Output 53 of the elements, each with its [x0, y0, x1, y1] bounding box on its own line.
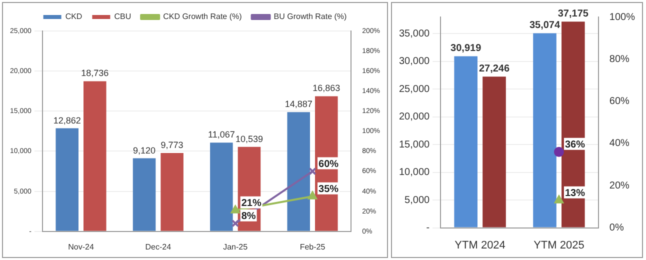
- bar: [132, 158, 156, 231]
- data-label: 37,175: [558, 8, 589, 20]
- y2-tick-label: 80%: [609, 54, 630, 65]
- legend-label: CKD Growth Rate (%): [163, 12, 242, 22]
- y-tick-label: 15,000: [398, 139, 430, 150]
- data-label: 21%: [241, 198, 262, 210]
- data-label: 35%: [318, 184, 339, 196]
- y2-tick-label: 40%: [609, 138, 630, 150]
- legend-label: CKD: [65, 12, 82, 22]
- x-tick-label: YTM 2025: [534, 239, 584, 252]
- bar: [533, 33, 556, 228]
- data-label: 35,074: [529, 20, 560, 31]
- bar: [482, 76, 506, 228]
- y-tick-label: 25,000: [398, 84, 430, 95]
- data-label: 18,736: [81, 68, 109, 78]
- x-tick-label: Feb-25: [300, 242, 326, 252]
- bar: [454, 56, 478, 228]
- y2-tick-label: 20%: [609, 180, 630, 192]
- bar: [562, 22, 585, 228]
- bar: [210, 142, 233, 231]
- bar: [287, 112, 310, 231]
- data-label: 9,773: [160, 140, 184, 150]
- data-label: 8%: [241, 211, 256, 222]
- y-tick-label: -: [426, 222, 430, 234]
- data-label: 11,067: [208, 130, 235, 140]
- y-tick-label: 20,000: [398, 112, 430, 123]
- x-tick-label: Dec-24: [145, 242, 172, 252]
- bar: [56, 128, 78, 231]
- bar: [83, 81, 106, 231]
- y-tick-label: 5,000: [404, 194, 430, 206]
- data-label: 14,887: [284, 99, 312, 110]
- legend-label: BU Growth Rate (%): [274, 12, 348, 22]
- point: [232, 220, 240, 228]
- y2-tick-label: 100%: [609, 12, 636, 23]
- x-tick-label: YTM 2024: [454, 239, 506, 252]
- x-tick-label: Jan-25: [223, 242, 248, 252]
- data-label: 9,120: [133, 145, 156, 156]
- data-label: 27,246: [478, 63, 510, 74]
- bar: [160, 153, 184, 231]
- data-label: 10,539: [235, 134, 263, 144]
- data-label: 36%: [564, 140, 586, 151]
- data-label: 13%: [564, 188, 586, 200]
- data-label: 16,863: [312, 83, 340, 94]
- y-tick-label: 30,000: [398, 56, 430, 68]
- y-tick-label: 35,000: [398, 28, 430, 40]
- y-tick-label: 10,000: [398, 167, 430, 178]
- data-label: 30,919: [450, 43, 482, 54]
- y2-tick-label: 0%: [609, 222, 624, 234]
- data-label: 60%: [318, 159, 339, 170]
- y2-tick-label: 60%: [609, 96, 630, 108]
- x-tick-label: Nov-24: [68, 242, 94, 252]
- data-label: 12,862: [53, 115, 81, 126]
- legend-label: CBU: [114, 12, 132, 22]
